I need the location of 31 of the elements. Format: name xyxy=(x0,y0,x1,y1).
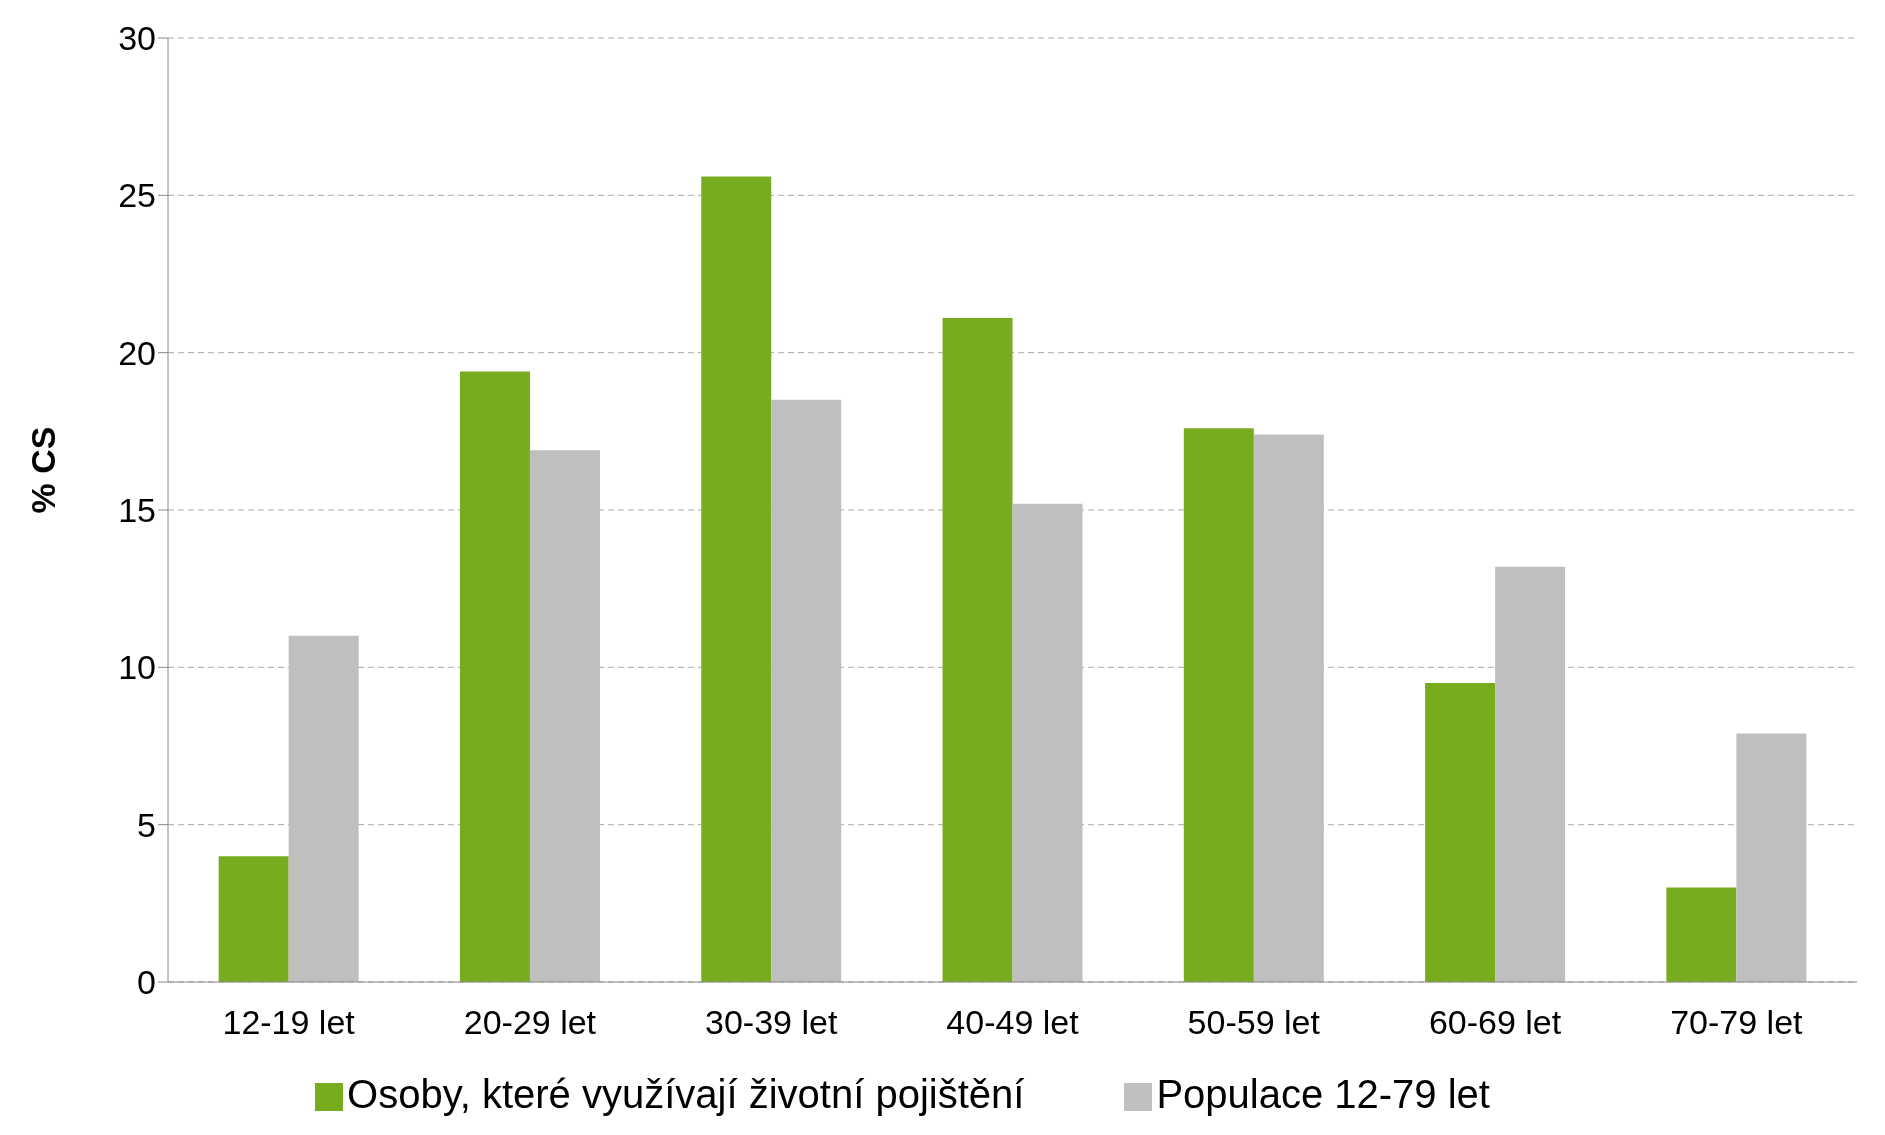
bar xyxy=(288,635,359,982)
x-tick-label: 12-19 let xyxy=(222,1003,356,1042)
bar xyxy=(1666,887,1737,982)
bar xyxy=(942,318,1013,982)
y-tick-label: 10 xyxy=(118,648,156,687)
bar xyxy=(1183,428,1254,982)
bar xyxy=(701,176,772,982)
legend-label: Osoby, které využívají životní pojištění xyxy=(347,1072,1025,1116)
y-tick-label: 20 xyxy=(118,333,156,372)
bar xyxy=(1253,434,1324,982)
y-tick-label: 25 xyxy=(118,176,156,215)
x-tick-label: 70-79 let xyxy=(1670,1003,1804,1042)
bar xyxy=(1736,733,1807,982)
bar xyxy=(218,856,289,982)
y-tick-label: 5 xyxy=(137,805,156,844)
bar xyxy=(1495,566,1566,982)
bar xyxy=(529,450,600,982)
y-tick-label: 15 xyxy=(118,491,156,530)
x-tick-label: 20-29 let xyxy=(463,1003,597,1042)
bar xyxy=(1012,503,1083,982)
x-tick-label: 40-49 let xyxy=(946,1003,1080,1042)
bar xyxy=(1425,683,1496,982)
x-tick-label: 60-69 let xyxy=(1428,1003,1562,1042)
x-tick-label: 30-39 let xyxy=(705,1003,838,1042)
y-tick-label: 30 xyxy=(118,19,156,58)
legend-label: Populace 12-79 let xyxy=(1156,1072,1490,1116)
bar xyxy=(459,371,530,982)
x-tick-label: 50-59 let xyxy=(1187,1003,1321,1042)
y-tick-label: 0 xyxy=(137,963,156,1002)
bar xyxy=(771,399,842,982)
y-axis-title: % CS xyxy=(24,426,63,514)
